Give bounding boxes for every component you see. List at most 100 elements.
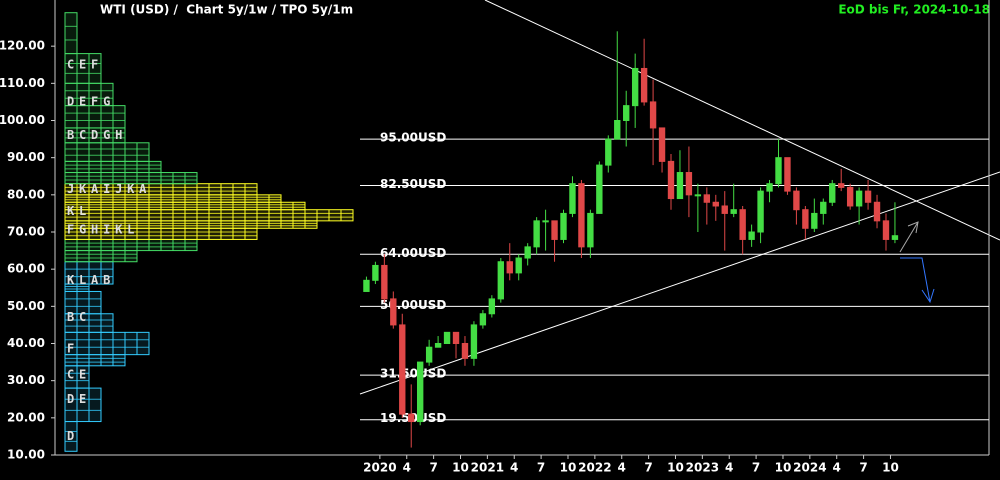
candle-body xyxy=(497,261,504,300)
candle-body xyxy=(820,201,827,214)
x-tick-label: 10 xyxy=(667,461,684,475)
candle-body xyxy=(506,261,513,274)
x-tick-label: 10 xyxy=(882,461,899,475)
candle-body xyxy=(461,343,469,359)
tpo-profile: CEF DEFG BCDGH JKAIJKA KL FGHIKL KLAB BC F CE DE D xyxy=(64,12,354,452)
candle-body xyxy=(829,183,836,203)
x-tick-label: 4 xyxy=(725,461,733,475)
x-tick-label: 2020 xyxy=(363,461,396,475)
arrow-head xyxy=(907,221,919,234)
candle-body xyxy=(623,105,630,121)
arrow xyxy=(900,257,931,303)
x-tick-label: 2023 xyxy=(686,461,719,475)
tpo-letters: CE xyxy=(67,368,91,382)
candle-body xyxy=(721,205,728,214)
x-tick-label: 10 xyxy=(775,461,792,475)
candle-body xyxy=(425,346,433,363)
candle-body xyxy=(793,190,800,211)
tpo-bar xyxy=(64,354,126,367)
candle-body xyxy=(748,231,755,240)
candle-body xyxy=(605,138,612,166)
candle-body xyxy=(488,298,496,315)
candle-body xyxy=(838,183,845,188)
x-tick-label: 4 xyxy=(510,461,518,475)
candle-body xyxy=(873,201,881,222)
y-tick-label: 120.00 xyxy=(0,39,45,53)
candle-body xyxy=(524,246,531,259)
y-tick-label: 20.00 xyxy=(7,410,45,424)
chart-title: WTI (USD) / Chart 5y/1w / TPO 5y/1m xyxy=(100,3,353,17)
candle-body xyxy=(542,220,549,223)
candle-body xyxy=(855,190,863,207)
candle-body xyxy=(685,172,693,196)
trend-line xyxy=(484,0,1000,241)
arrow xyxy=(899,221,919,253)
tpo-bar xyxy=(64,238,198,252)
y-tick-label: 50.00 xyxy=(7,299,45,313)
x-tick-label: 7 xyxy=(859,461,867,475)
candle-body xyxy=(811,212,818,229)
x-tick-label: 4 xyxy=(618,461,626,475)
y-tick-label: 80.00 xyxy=(7,187,45,201)
candle-body xyxy=(703,194,711,203)
candle-body xyxy=(649,101,657,129)
candle-body xyxy=(479,313,487,326)
level-label: 64.00USD xyxy=(380,246,446,260)
y-tick-label: 90.00 xyxy=(7,150,45,164)
x-tick-label: 7 xyxy=(752,461,760,475)
candle-body xyxy=(658,127,666,162)
tpo-letters: BCDGH xyxy=(67,128,127,142)
tpo-letters: KLAB xyxy=(67,273,115,287)
candle-body xyxy=(372,264,379,281)
candle-body xyxy=(614,120,621,140)
candle-body xyxy=(587,212,594,248)
candle-body xyxy=(381,264,388,300)
candle-body xyxy=(551,220,558,240)
x-tick-label: 7 xyxy=(429,461,437,475)
x-tick-label: 10 xyxy=(560,461,577,475)
candle-body xyxy=(515,257,522,274)
tpo-letters: F xyxy=(67,342,79,356)
candle-body xyxy=(882,220,890,240)
candle-body xyxy=(578,183,585,248)
candle-body xyxy=(784,157,791,192)
y-tick-label: 70.00 xyxy=(7,225,45,239)
candle-body xyxy=(676,172,684,200)
plot: 10.00 20.00 30.00 40.00 50.00 60.00 70.00 80.00… xyxy=(0,0,990,475)
candle-body xyxy=(533,220,540,248)
candle-body xyxy=(470,324,478,359)
candle-body xyxy=(640,67,648,103)
candle-body xyxy=(443,331,451,345)
candle-body xyxy=(416,361,424,423)
candle-body xyxy=(363,279,370,292)
arrow-head xyxy=(921,288,935,304)
x-tick-label: 4 xyxy=(833,461,841,475)
tpo-letters: DEFG xyxy=(67,94,115,108)
candle-body xyxy=(452,331,460,345)
candle-body xyxy=(766,183,773,192)
candle-body xyxy=(596,164,603,214)
tpo-letters: DE xyxy=(67,392,91,406)
tpo-letters: KL xyxy=(67,204,91,218)
candle-body xyxy=(408,413,415,423)
tpo-bar xyxy=(64,53,102,84)
candle-body xyxy=(739,209,746,240)
date-note: EoD bis Fr, 2024-10-18 xyxy=(838,3,990,17)
x-tick-label: 2024 xyxy=(793,461,826,475)
candle-body xyxy=(730,209,737,214)
tpo-letters: FGHIKL xyxy=(67,223,139,237)
candle-body xyxy=(891,235,899,240)
y-tick-label: 100.00 xyxy=(0,113,45,127)
tpo-bar xyxy=(64,387,102,423)
level-label: 50.00USD xyxy=(380,298,446,312)
tpo-letters: BC xyxy=(67,310,91,324)
tpo-bar xyxy=(64,105,126,129)
candle-body xyxy=(560,212,567,240)
candle-body xyxy=(694,194,702,197)
candle-body xyxy=(775,157,782,185)
x-tick-label: 4 xyxy=(403,461,411,475)
tpo-bar xyxy=(64,142,150,162)
x-tick-label: 10 xyxy=(452,461,469,475)
